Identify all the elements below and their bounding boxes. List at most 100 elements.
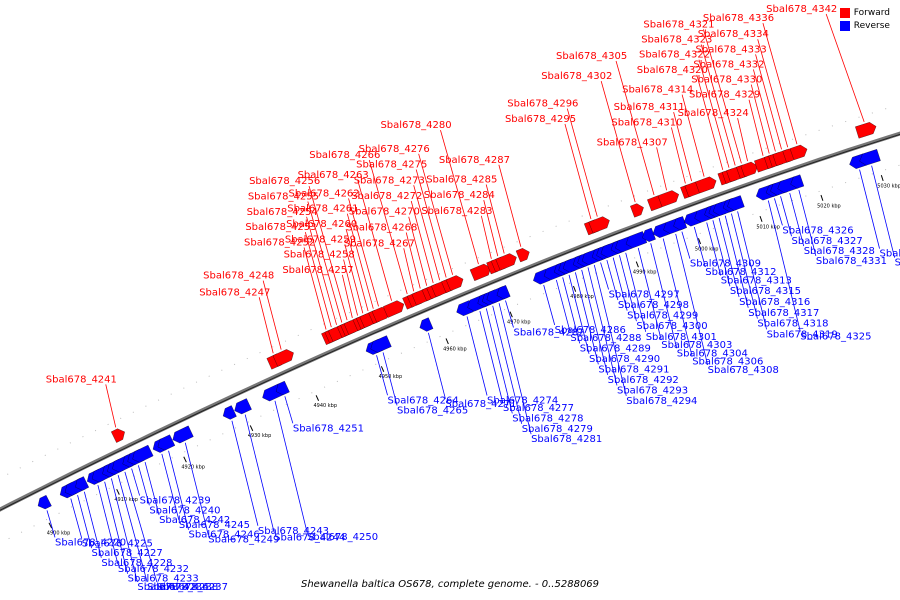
reverse-leader-line	[284, 396, 294, 424]
reverse-leader-line	[675, 233, 709, 366]
legend-reverse: Reverse	[839, 21, 890, 31]
forward-leader-line	[408, 216, 428, 286]
label-leaders	[46, 13, 896, 583]
legend-reverse-label: Reverse	[853, 21, 890, 31]
forward-features	[110, 122, 877, 443]
forward-gene-arrow	[657, 190, 679, 208]
scale-tick	[116, 488, 120, 495]
forward-leader-line	[656, 147, 667, 191]
reverse-leader-line	[650, 243, 678, 349]
reverse-leader-line	[593, 264, 627, 397]
legend: Forward Reverse	[839, 8, 890, 34]
reverse-gene-label: Sbal678_4331	[816, 256, 887, 267]
reverse-leader-line	[466, 316, 488, 396]
reverse-gene-label: Sbal678_4293	[617, 385, 688, 396]
scale-tick-label: 4980 kbp	[570, 294, 594, 300]
reverse-leader-line	[606, 259, 619, 301]
genome-backbone	[0, 131, 900, 512]
reverse-gene-arrow	[727, 195, 745, 211]
reverse-leader-line	[731, 213, 758, 319]
forward-gene-label: Sbal678_4323	[641, 34, 712, 45]
scale-tick-label: 4930 kbp	[248, 433, 272, 439]
reverse-gene-label: Sbal678_4319	[767, 329, 838, 340]
reverse-leader-line	[587, 267, 618, 386]
reverse-gene-arrow	[419, 317, 434, 332]
scale-tick-label: 4920 kbp	[181, 464, 205, 470]
forward-gene-arrow	[789, 144, 808, 161]
forward-swatch	[839, 8, 850, 18]
reverse-gene-arrow	[625, 231, 648, 249]
reverse-gene-arrow	[234, 398, 252, 415]
reverse-gene-label: Sbal678_4294	[626, 396, 697, 407]
forward-gene-label: Sbal678_4254	[247, 207, 318, 218]
forward-gene-label: Sbal678_4252	[244, 237, 315, 248]
scale-tick	[315, 395, 320, 401]
forward-gene-label: Sbal678_4276	[359, 144, 430, 155]
reverse-gene-label: Sbal678_4303	[661, 340, 732, 351]
forward-gene-label: Sbal678_4310	[611, 117, 682, 128]
scale-tick-label: 4950 kbp	[379, 374, 403, 380]
forward-leader-line	[566, 108, 598, 217]
reverse-gene-label: Sbal678_4288	[570, 333, 641, 344]
forward-leader-line	[696, 74, 724, 171]
forward-leader-line	[825, 13, 865, 123]
forward-gene-label: Sbal678_4275	[356, 160, 427, 171]
reverse-gene-label: Sbal678_4274	[487, 395, 558, 406]
scale-tick	[183, 456, 187, 463]
scale-tick-label: 4910 kbp	[114, 497, 138, 503]
forward-leader-line	[341, 274, 353, 318]
reverse-leader-line	[184, 442, 209, 535]
scale-tick	[249, 425, 254, 432]
forward-leader-line	[304, 232, 332, 328]
reverse-leader-line	[244, 414, 275, 533]
forward-gene-label: Sbal678_4321	[643, 19, 714, 30]
forward-leader-line	[357, 179, 392, 301]
legend-forward-label: Forward	[853, 8, 890, 18]
forward-gene-label: Sbal678_4280	[380, 120, 451, 131]
forward-gene-label: Sbal678_4261	[287, 204, 358, 215]
forward-leader-line	[440, 129, 479, 265]
reverse-gene-arrow	[642, 227, 656, 242]
reverse-gene-arrow	[790, 174, 805, 189]
reverse-leader-line	[871, 165, 896, 258]
reverse-gene-label: Sbal678_4227	[92, 548, 163, 559]
forward-gene-arrow	[630, 203, 644, 218]
scale-tick-label: 5020 kbp	[817, 203, 841, 209]
forward-leader-line	[345, 228, 369, 312]
reverse-gene-arrow	[132, 444, 154, 463]
forward-leader-line	[306, 216, 337, 325]
reverse-leader-line	[117, 475, 148, 583]
forward-leader-line	[564, 123, 592, 220]
reverse-gene-arrow	[673, 216, 687, 231]
reverse-leader-line	[712, 220, 731, 287]
forward-gene-label: Sbal678_4332	[693, 59, 764, 70]
forward-gene-label: Sbal678_4333	[696, 44, 767, 55]
scale-tick	[880, 175, 884, 182]
forward-leader-line	[698, 59, 730, 168]
forward-leader-line	[673, 112, 693, 182]
forward-gene-label: Sbal678_4305	[556, 51, 627, 62]
scale-tick	[759, 215, 763, 222]
forward-gene-arrow	[469, 263, 491, 281]
reverse-gene-label: Sbal678_4298	[618, 300, 689, 311]
reverse-gene-label: Sbal678_4301	[646, 332, 717, 343]
reverse-gene-label: Sbal678_4317	[748, 308, 819, 319]
reverse-gene-label: Sbal678_4316	[739, 297, 810, 308]
reverse-leader-line	[737, 211, 767, 330]
scale-tick	[509, 311, 513, 318]
forward-gene-arrow	[740, 161, 758, 178]
reverse-leader-line	[798, 189, 817, 257]
forward-gene-arrow	[110, 428, 125, 443]
forward-leader-line	[403, 248, 415, 292]
reverse-gene-arrow	[75, 476, 90, 491]
forward-gene-label: Sbal678_4273	[354, 175, 425, 186]
reverse-gene-label: Sbal678_4339	[880, 249, 900, 260]
reverse-gene-label: Sbal678_4264	[388, 395, 459, 406]
forward-gene-arrow	[495, 253, 517, 271]
reverse-leader-line	[706, 222, 722, 276]
reverse-gene-label: Sbal678_4281	[531, 434, 602, 445]
reverse-gene-label: Sbal678_4242	[159, 515, 230, 526]
reverse-gene-label: Sbal678_4304	[677, 348, 748, 359]
reverse-leader-line	[137, 465, 150, 506]
forward-leader-line	[762, 22, 798, 145]
